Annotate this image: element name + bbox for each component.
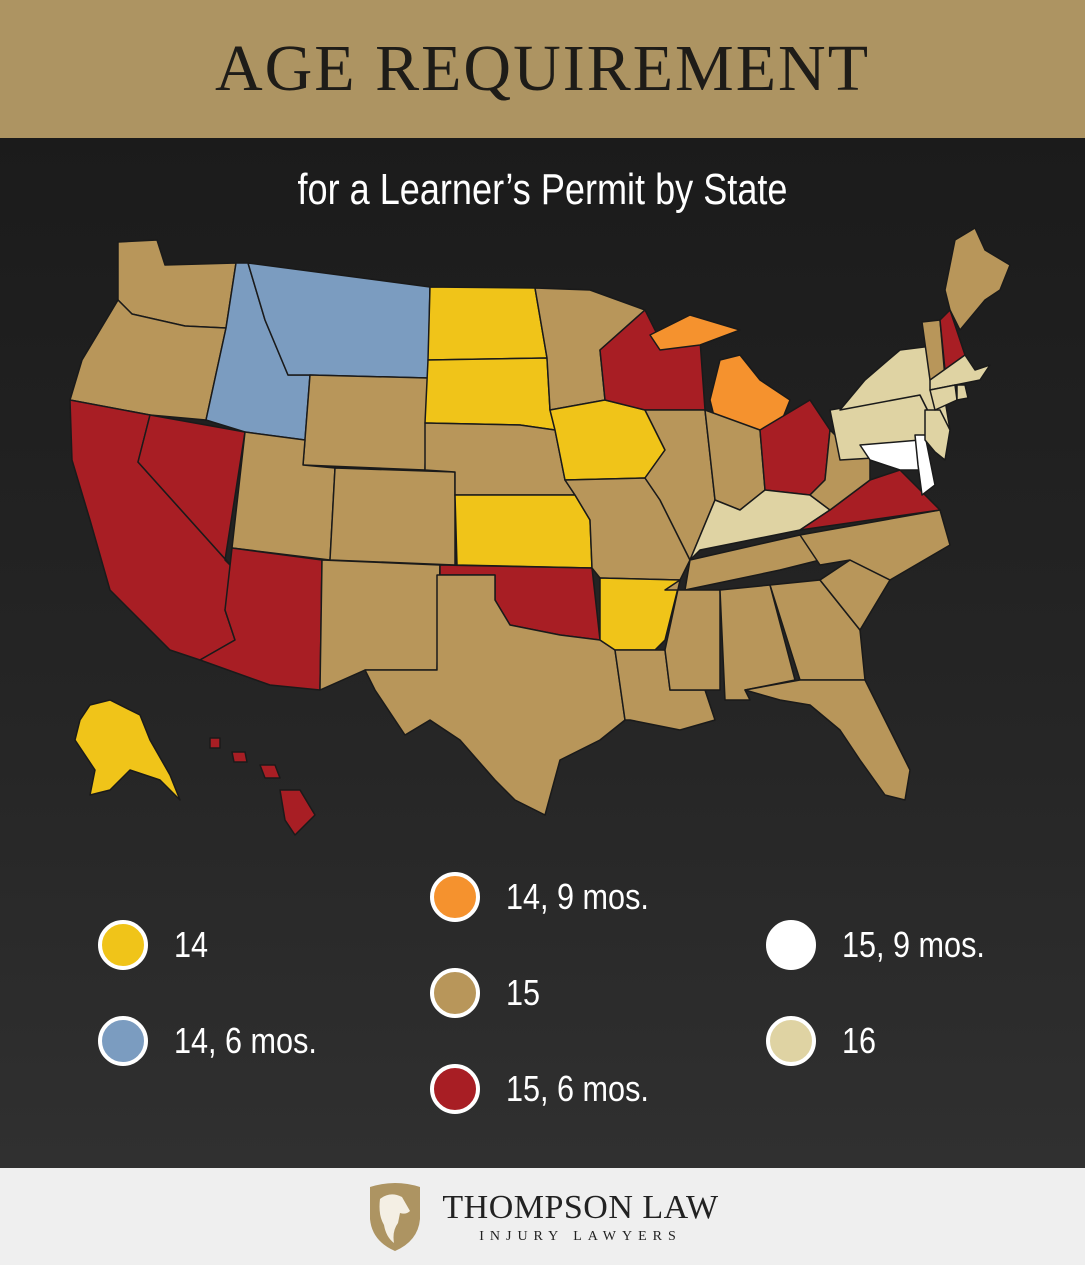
legend-item-16: 16: [766, 1016, 882, 1066]
state-AK: [74, 699, 181, 801]
legend-swatch: [430, 872, 480, 922]
legend-label: 14, 6 mos.: [174, 1020, 317, 1061]
state-HI-oahu: [231, 751, 248, 763]
legend-item-14-9: 14, 9 mos.: [430, 872, 674, 922]
state-ND: [427, 286, 548, 361]
legend-swatch: [430, 968, 480, 1018]
state-MI-upper: [649, 314, 741, 351]
legend-item-15-6: 15, 6 mos.: [430, 1064, 674, 1114]
legend-swatch: [98, 1016, 148, 1066]
brand-name: THOMPSON LAW: [442, 1188, 719, 1226]
state-FL: [744, 679, 911, 801]
state-MD: [859, 439, 921, 471]
state-DE: [914, 434, 936, 496]
state-SD: [424, 357, 556, 431]
state-GA: [769, 579, 866, 681]
legend-item-14: 14: [98, 920, 214, 970]
state-CO: [329, 467, 456, 566]
header-banner: AGE REQUIREMENT: [0, 0, 1085, 138]
legend-label: 15, 9 mos.: [842, 924, 985, 965]
legend-item-14-6: 14, 6 mos.: [98, 1016, 342, 1066]
footer: THOMPSON LAW INJURY LAWYERS: [0, 1168, 1085, 1265]
state-KS: [454, 494, 593, 569]
state-RI: [956, 384, 969, 401]
state-CT: [929, 384, 958, 411]
legend-swatch: [766, 920, 816, 970]
legend-label: 15, 6 mos.: [506, 1068, 649, 1109]
state-HI: [279, 789, 316, 836]
legend-swatch: [430, 1064, 480, 1114]
state-HI-maui: [259, 764, 281, 779]
legend-item-15: 15: [430, 968, 546, 1018]
legend-label: 16: [842, 1020, 877, 1061]
state-TX: [364, 574, 626, 816]
legend-item-15-9: 15, 9 mos.: [766, 920, 1010, 970]
page-title: AGE REQUIREMENT: [214, 32, 871, 105]
legend-label: 15: [506, 972, 541, 1013]
legend-swatch: [98, 920, 148, 970]
state-MS: [664, 579, 721, 691]
state-ME: [944, 227, 1011, 331]
state-WY: [302, 374, 429, 471]
state-WI: [599, 309, 706, 411]
state-NJ: [924, 409, 951, 461]
state-HI-kauai: [209, 737, 221, 749]
lion-shield-icon: [370, 1182, 421, 1251]
subtitle: for a Learner’s Permit by State: [297, 165, 788, 214]
legend-swatch: [766, 1016, 816, 1066]
brand-tagline: INJURY LAWYERS: [479, 1228, 682, 1244]
legend-label: 14: [174, 924, 209, 965]
legend-label: 14, 9 mos.: [506, 876, 649, 917]
